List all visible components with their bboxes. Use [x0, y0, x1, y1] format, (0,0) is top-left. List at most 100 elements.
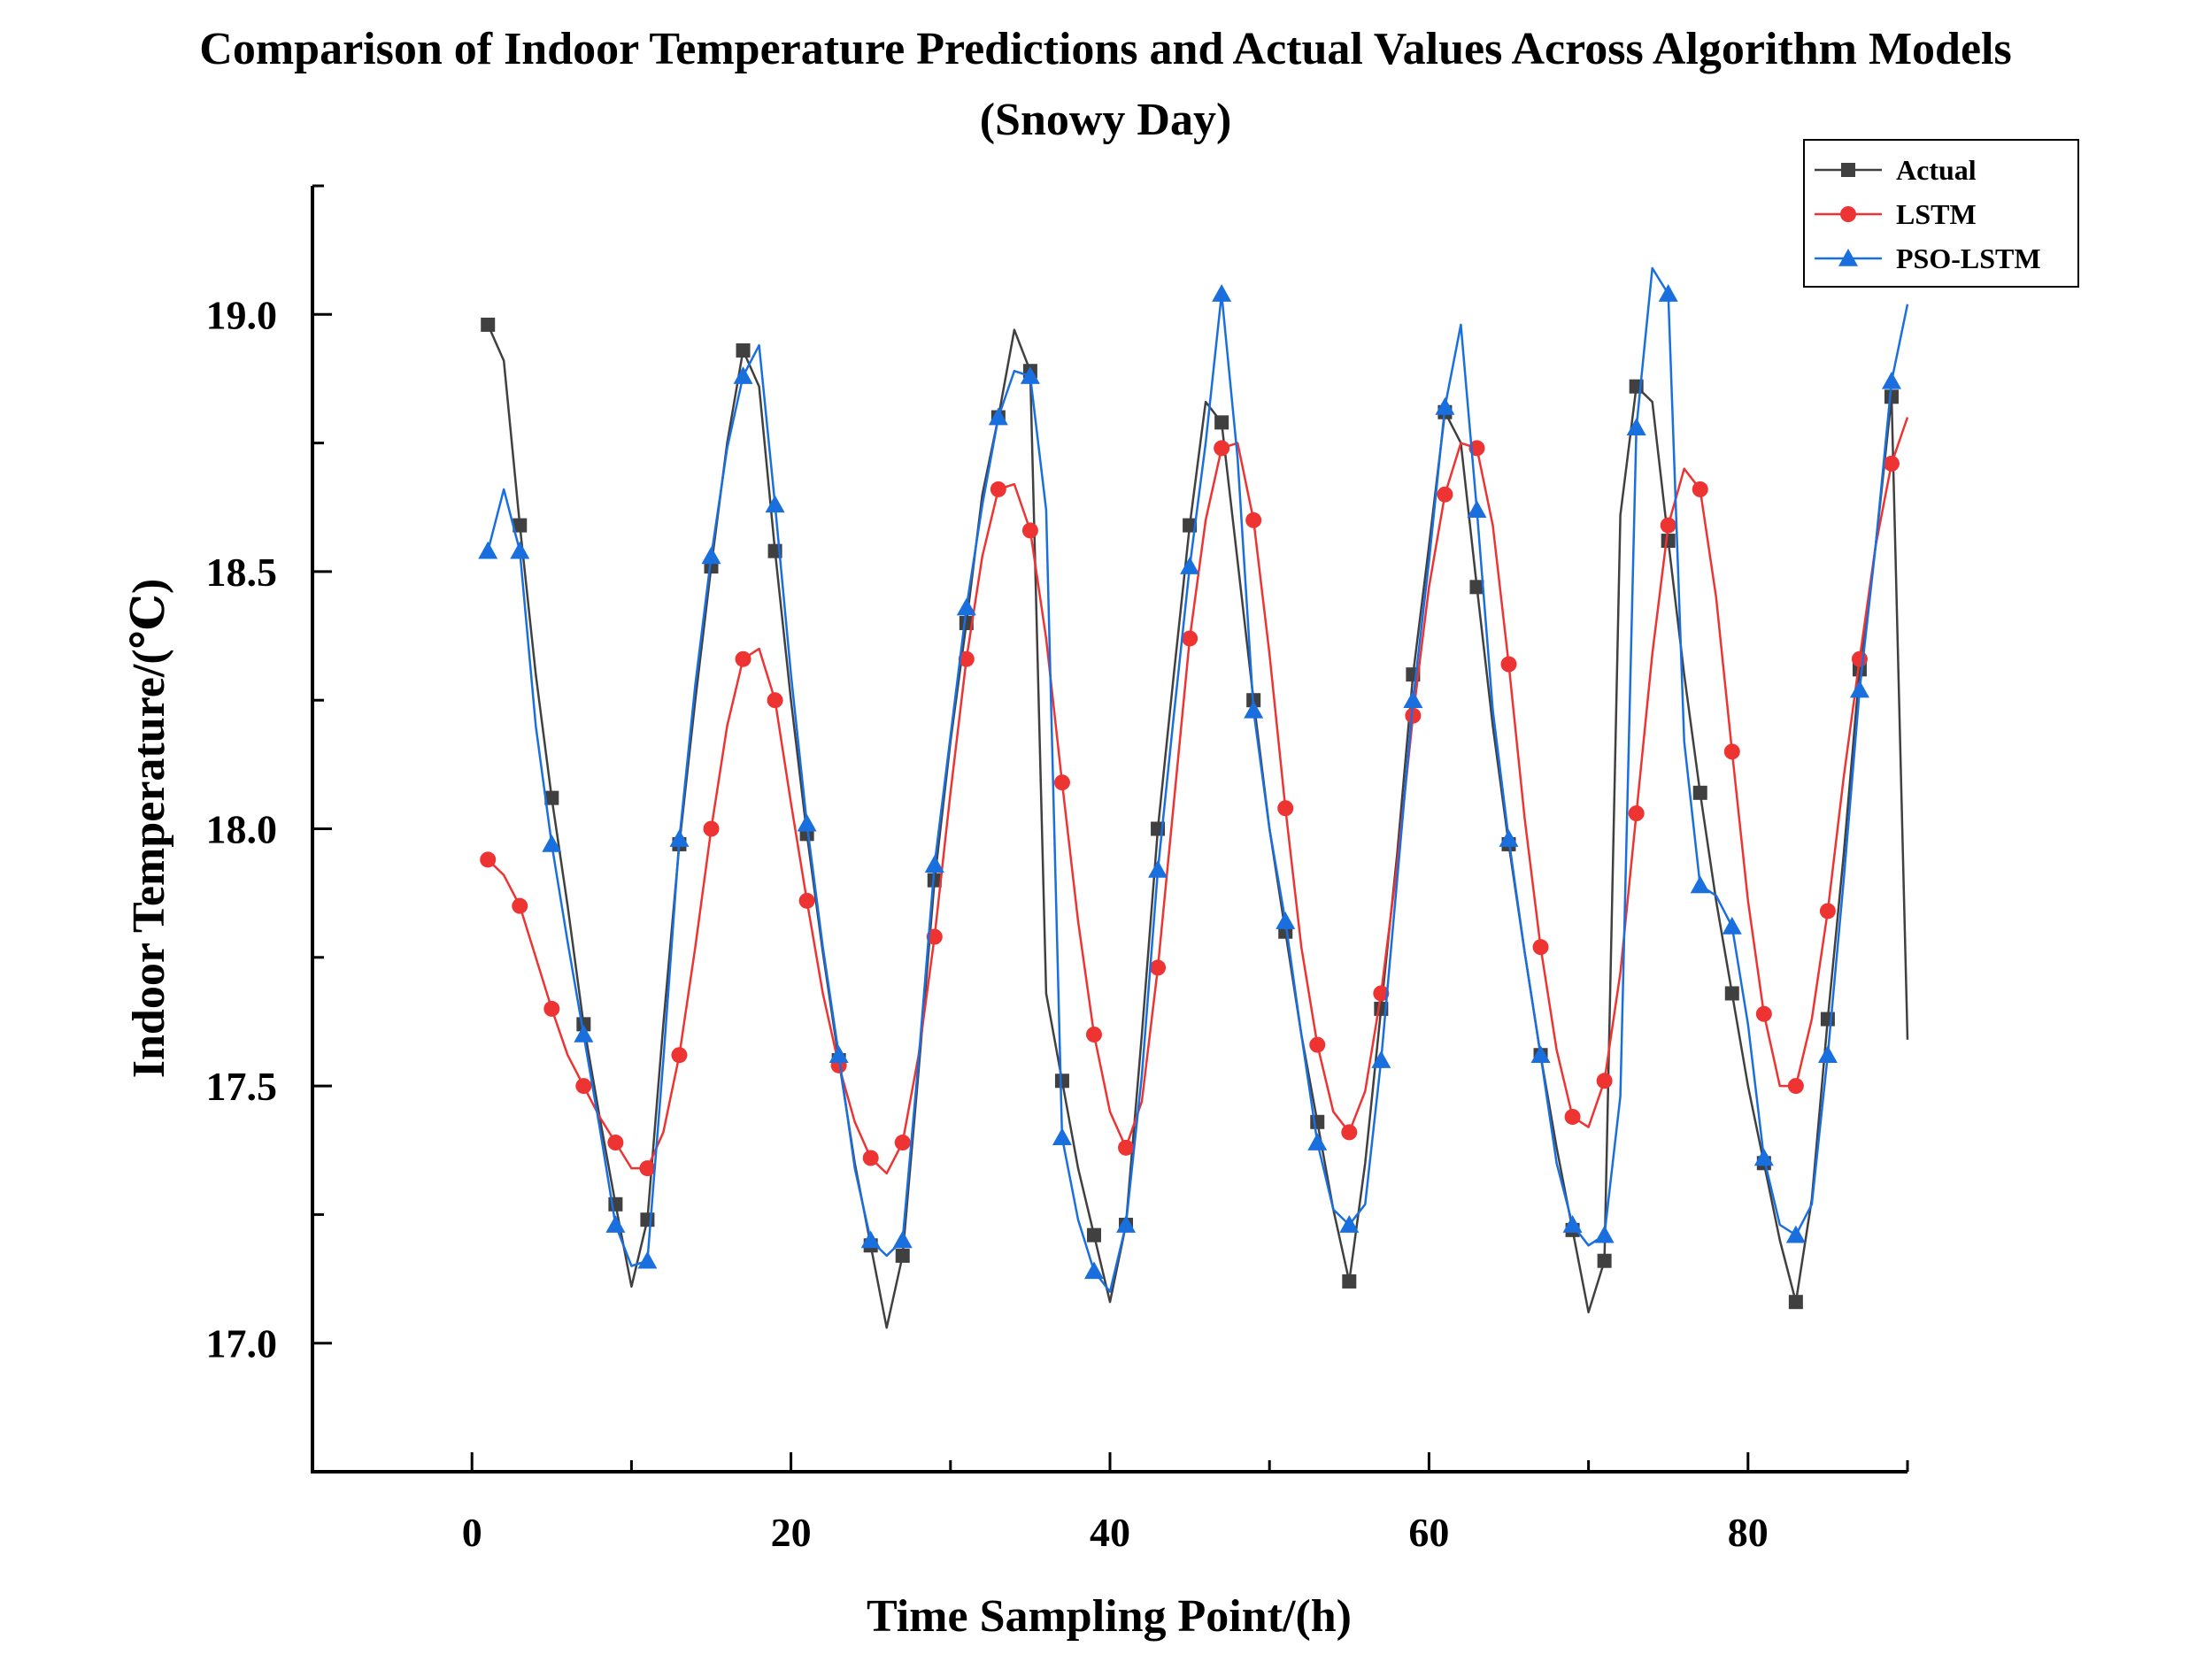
data-point-pso-lstm: [1083, 1261, 1104, 1280]
data-point-pso-lstm: [1212, 284, 1232, 302]
data-point-lstm: [639, 1160, 656, 1177]
data-point-actual: [1692, 785, 1707, 800]
data-point-lstm: [1819, 903, 1836, 919]
data-point-actual: [959, 616, 974, 631]
y-tick-label: 17.0: [206, 1321, 278, 1366]
data-point-lstm: [1053, 774, 1070, 791]
y-tick-label: 19.0: [206, 292, 278, 337]
data-point-pso-lstm: [1116, 1215, 1137, 1233]
data-point-actual: [1469, 580, 1484, 595]
data-point-lstm: [767, 692, 783, 709]
data-point-actual: [1788, 1295, 1803, 1310]
data-point-lstm: [1755, 1005, 1772, 1022]
data-point-pso-lstm: [1690, 875, 1710, 894]
legend-marker-pso-lstm: [1838, 249, 1858, 266]
data-point-pso-lstm: [829, 1045, 849, 1064]
series-lstm: [480, 417, 1909, 1177]
legend-marker-lstm: [1840, 206, 1856, 222]
data-point-pso-lstm: [1594, 1225, 1615, 1243]
data-point-lstm: [480, 851, 497, 868]
data-point-lstm: [1341, 1124, 1358, 1141]
legend-label-pso-lstm: PSO-LSTM: [1896, 242, 2041, 274]
x-tick-label: 40: [1090, 1510, 1130, 1555]
data-point-pso-lstm: [1499, 829, 1519, 847]
data-point-pso-lstm: [1849, 680, 1869, 698]
data-point-pso-lstm: [1785, 1225, 1806, 1243]
data-point-pso-lstm: [1881, 371, 1901, 389]
data-point-pso-lstm: [1722, 916, 1742, 935]
data-point-lstm: [703, 820, 720, 837]
data-point-lstm: [1660, 517, 1676, 534]
data-point-lstm: [958, 650, 975, 667]
data-point-pso-lstm: [1307, 1133, 1328, 1150]
data-point-actual: [1597, 1253, 1612, 1268]
data-point-pso-lstm: [1180, 557, 1200, 574]
data-point-actual: [736, 342, 751, 358]
data-point-lstm: [1500, 656, 1517, 673]
data-point-lstm: [1883, 455, 1900, 472]
data-point-lstm: [543, 1000, 560, 1017]
data-point-pso-lstm: [988, 407, 1008, 426]
data-point-actual: [1310, 1114, 1325, 1129]
y-tick-label: 18.5: [206, 550, 278, 595]
data-point-lstm: [1564, 1108, 1581, 1125]
data-point-actual: [1724, 986, 1739, 1001]
data-point-pso-lstm: [860, 1230, 881, 1249]
data-point-actual: [1820, 1012, 1835, 1027]
data-point-pso-lstm: [1626, 418, 1646, 435]
data-point-pso-lstm: [1020, 366, 1040, 384]
data-point-lstm: [1405, 707, 1422, 724]
data-point-lstm: [1309, 1036, 1326, 1053]
data-point-pso-lstm: [1658, 284, 1678, 302]
data-point-actual: [895, 1248, 910, 1263]
data-point-pso-lstm: [1530, 1045, 1551, 1064]
data-point-pso-lstm: [542, 834, 562, 852]
data-point-pso-lstm: [924, 855, 944, 873]
data-point-actual: [513, 518, 528, 533]
data-point-pso-lstm: [1244, 700, 1264, 719]
data-point-actual: [1661, 534, 1676, 549]
data-point-actual: [481, 317, 496, 332]
data-point-lstm: [1596, 1073, 1613, 1089]
data-point-pso-lstm: [892, 1230, 913, 1249]
data-point-pso-lstm: [1467, 500, 1487, 518]
data-point-actual: [544, 790, 559, 805]
data-point-lstm: [1851, 650, 1868, 667]
data-point-pso-lstm: [1817, 1045, 1838, 1064]
x-tick-label: 60: [1408, 1510, 1449, 1555]
data-point-lstm: [1787, 1078, 1804, 1095]
data-point-actual: [1214, 415, 1229, 430]
data-point-lstm: [607, 1135, 624, 1151]
data-point-lstm: [1118, 1139, 1135, 1156]
x-tick-label: 0: [462, 1510, 482, 1555]
data-point-lstm: [798, 892, 815, 909]
y-tick-label: 18.0: [206, 807, 278, 852]
data-point-pso-lstm: [605, 1215, 626, 1233]
data-point-lstm: [894, 1135, 911, 1151]
data-point-lstm: [1692, 481, 1708, 497]
data-point-pso-lstm: [1276, 912, 1296, 929]
series-pso-lstm: [478, 266, 1909, 1293]
data-point-pso-lstm: [956, 597, 976, 616]
data-point-pso-lstm: [733, 366, 753, 384]
data-point-pso-lstm: [765, 495, 785, 513]
data-point-pso-lstm: [637, 1250, 658, 1269]
data-point-pso-lstm: [510, 541, 530, 559]
data-point-actual: [1342, 1273, 1357, 1289]
data-point-lstm: [990, 481, 1006, 497]
data-point-lstm: [926, 928, 943, 945]
y-axis-label: Indoor Temperature/(℃): [124, 579, 174, 1079]
data-point-lstm: [1182, 630, 1198, 647]
data-point-lstm: [1628, 805, 1645, 822]
legend-label-lstm: LSTM: [1896, 198, 1977, 230]
data-point-pso-lstm: [1339, 1215, 1360, 1233]
legend-marker-actual: [1841, 163, 1855, 177]
x-tick-label: 80: [1728, 1510, 1769, 1555]
data-point-lstm: [735, 650, 751, 667]
data-point-lstm: [1437, 486, 1453, 503]
data-point-lstm: [1723, 743, 1740, 760]
data-point-lstm: [1245, 512, 1262, 528]
data-point-pso-lstm: [1371, 1050, 1391, 1068]
legend-label-actual: Actual: [1896, 154, 1977, 186]
